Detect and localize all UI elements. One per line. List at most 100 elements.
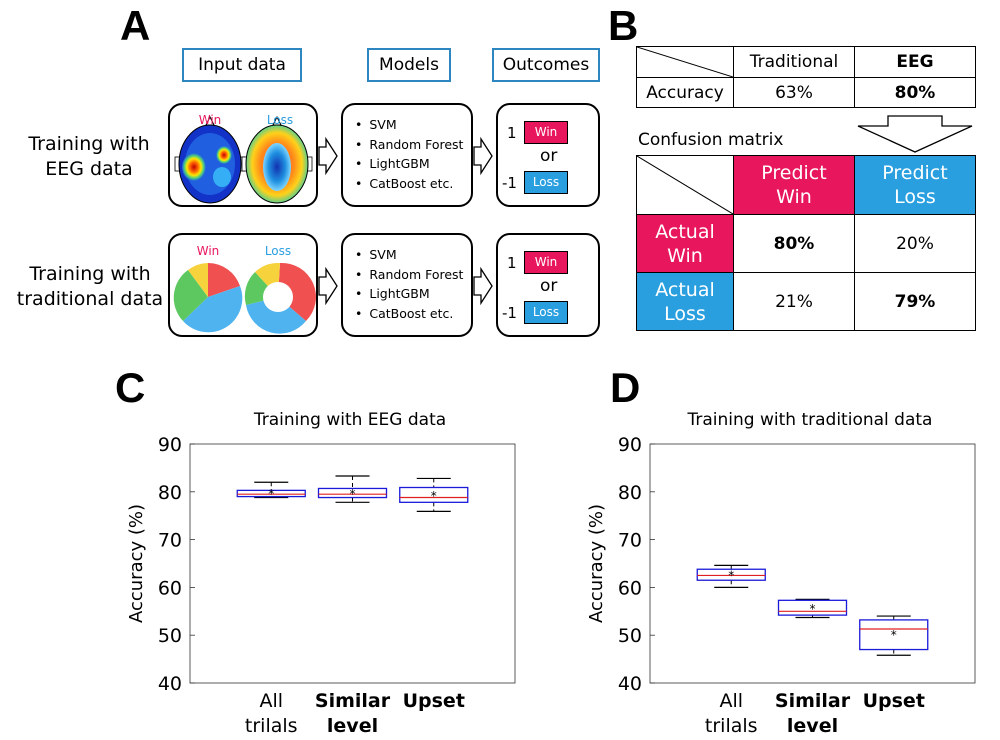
win-pie-chart	[173, 263, 243, 333]
predict-win-header: Predict Win	[733, 155, 855, 215]
y-tick-label: 60	[618, 577, 642, 599]
panel-letter-b: B	[608, 2, 639, 49]
models-box-traditional: SVM Random Forest LightGBM CatBoost etc.	[341, 233, 473, 337]
x-tick-label: Similar	[775, 690, 851, 712]
actual-win-header: Actual Win	[636, 214, 734, 273]
y-tick-label: 40	[158, 673, 182, 695]
mean-marker: *	[431, 489, 437, 503]
eeg-accuracy: 80%	[854, 77, 976, 108]
model-item: SVM	[355, 245, 471, 265]
models-header: Models	[367, 48, 451, 82]
box-plot-traditional: 40 50 60 70 80 90 Accuracy (%) * All trilals * Simi…	[586, 434, 976, 737]
x-tick-label: Upset	[863, 690, 925, 712]
eeg-input-box: Win Loss	[168, 103, 318, 207]
flow-arrows	[318, 115, 973, 306]
cell-loss-loss: 79%	[854, 272, 976, 331]
x-tick-label: Similar	[315, 690, 391, 712]
panel-letter-c: C	[115, 364, 146, 411]
cell-win-win: 80%	[733, 214, 855, 273]
x-tick-label: level	[787, 715, 838, 737]
y-tick-label: 60	[158, 577, 182, 599]
arrow-icon	[318, 115, 973, 306]
loss-outcome: Loss	[524, 171, 568, 194]
win-outcome: Win	[524, 251, 568, 274]
mean-marker: *	[891, 628, 897, 642]
traditional-input-box: Win Loss	[168, 233, 318, 337]
y-tick-label: 80	[158, 482, 182, 504]
y-tick-label: 90	[618, 434, 642, 456]
or-text: or	[540, 146, 558, 166]
box-iqr	[236, 489, 306, 498]
loss-pie-chart	[244, 262, 316, 334]
model-item: SVM	[355, 115, 471, 135]
mean-marker: *	[350, 487, 356, 501]
eeg-header: EEG	[854, 46, 976, 78]
x-tick-label: Upset	[403, 690, 465, 712]
cell-win-loss: 20%	[854, 214, 976, 273]
plot-frame	[189, 443, 516, 684]
y-tick-label: 50	[618, 625, 642, 647]
plot-frame	[649, 443, 976, 684]
win-code: 1	[507, 254, 517, 272]
win-outcome: Win	[524, 121, 568, 144]
traditional-header: Traditional	[733, 46, 855, 78]
panel-letter-d: D	[610, 364, 641, 411]
pie-loss-label: Loss	[265, 244, 291, 258]
row2-label: Training with traditional data	[16, 263, 164, 310]
loss-outcome: Loss	[524, 301, 568, 324]
model-item: Random Forest	[355, 265, 471, 285]
panel-letter-a: A	[120, 2, 151, 49]
eeg-win-label: Win	[199, 113, 222, 127]
outcome-box-traditional: 1 Win or -1 Loss	[496, 233, 600, 337]
row1-label: Training with EEG data	[28, 133, 150, 180]
y-axis-label: Accuracy (%)	[586, 504, 607, 623]
win-code: 1	[507, 124, 517, 142]
accuracy-row-label: Accuracy	[636, 77, 734, 108]
eeg-loss-label: Loss	[267, 113, 293, 127]
eeg-topomaps: Win Loss	[174, 113, 313, 204]
pie-win-label: Win	[197, 244, 220, 258]
y-tick-label: 70	[618, 530, 642, 552]
input-data-header: Input data	[182, 48, 302, 82]
y-tick-label: 70	[158, 530, 182, 552]
loss-code: -1	[502, 304, 517, 322]
outcomes-header: Outcomes	[492, 48, 600, 82]
model-item: CatBoost etc.	[355, 174, 471, 194]
confusion-corner	[636, 155, 734, 215]
loss-code: -1	[502, 174, 517, 192]
traditional-accuracy: 63%	[733, 77, 855, 108]
cell-loss-win: 21%	[733, 272, 855, 331]
box-iqr	[859, 619, 929, 651]
x-tick-label: trilals	[705, 715, 758, 737]
predict-loss-header: Predict Loss	[854, 155, 976, 215]
y-tick-label: 40	[618, 673, 642, 695]
box-plot-eeg: 40 50 60 70 80 90 Accuracy (%) * All trilals * Simi…	[126, 434, 516, 737]
y-tick-label: 80	[618, 482, 642, 504]
box-iqr	[696, 568, 766, 581]
model-item: LightGBM	[355, 284, 471, 304]
confusion-matrix-title: Confusion matrix	[638, 130, 784, 150]
x-tick-label: All	[259, 690, 283, 712]
y-axis-label: Accuracy (%)	[126, 504, 147, 623]
box-iqr	[317, 487, 388, 499]
model-item: CatBoost etc.	[355, 304, 471, 324]
outcome-box-eeg: 1 Win or -1 Loss	[496, 103, 600, 207]
corner-cell	[636, 46, 734, 78]
box-iqr	[777, 599, 848, 616]
mean-marker: *	[810, 602, 816, 616]
mean-marker: *	[728, 568, 734, 582]
x-tick-label: All	[719, 690, 743, 712]
chart-d-title: Training with traditional data	[687, 410, 933, 430]
accuracy-table: Traditional EEG Accuracy 63% 80%	[636, 46, 976, 108]
box-iqr	[399, 486, 469, 503]
models-box-eeg: SVM Random Forest LightGBM CatBoost etc.	[341, 103, 473, 207]
actual-loss-header: Actual Loss	[636, 272, 734, 331]
confusion-matrix: Predict Win Predict Loss Actual Win 80% 20%…	[636, 155, 976, 331]
traditional-pies: Win Loss	[173, 244, 316, 334]
model-item: Random Forest	[355, 135, 471, 155]
mean-marker: *	[268, 487, 274, 501]
chart-c-title: Training with EEG data	[253, 410, 447, 430]
or-text: or	[540, 276, 558, 296]
model-item: LightGBM	[355, 154, 471, 174]
y-tick-label: 90	[158, 434, 182, 456]
